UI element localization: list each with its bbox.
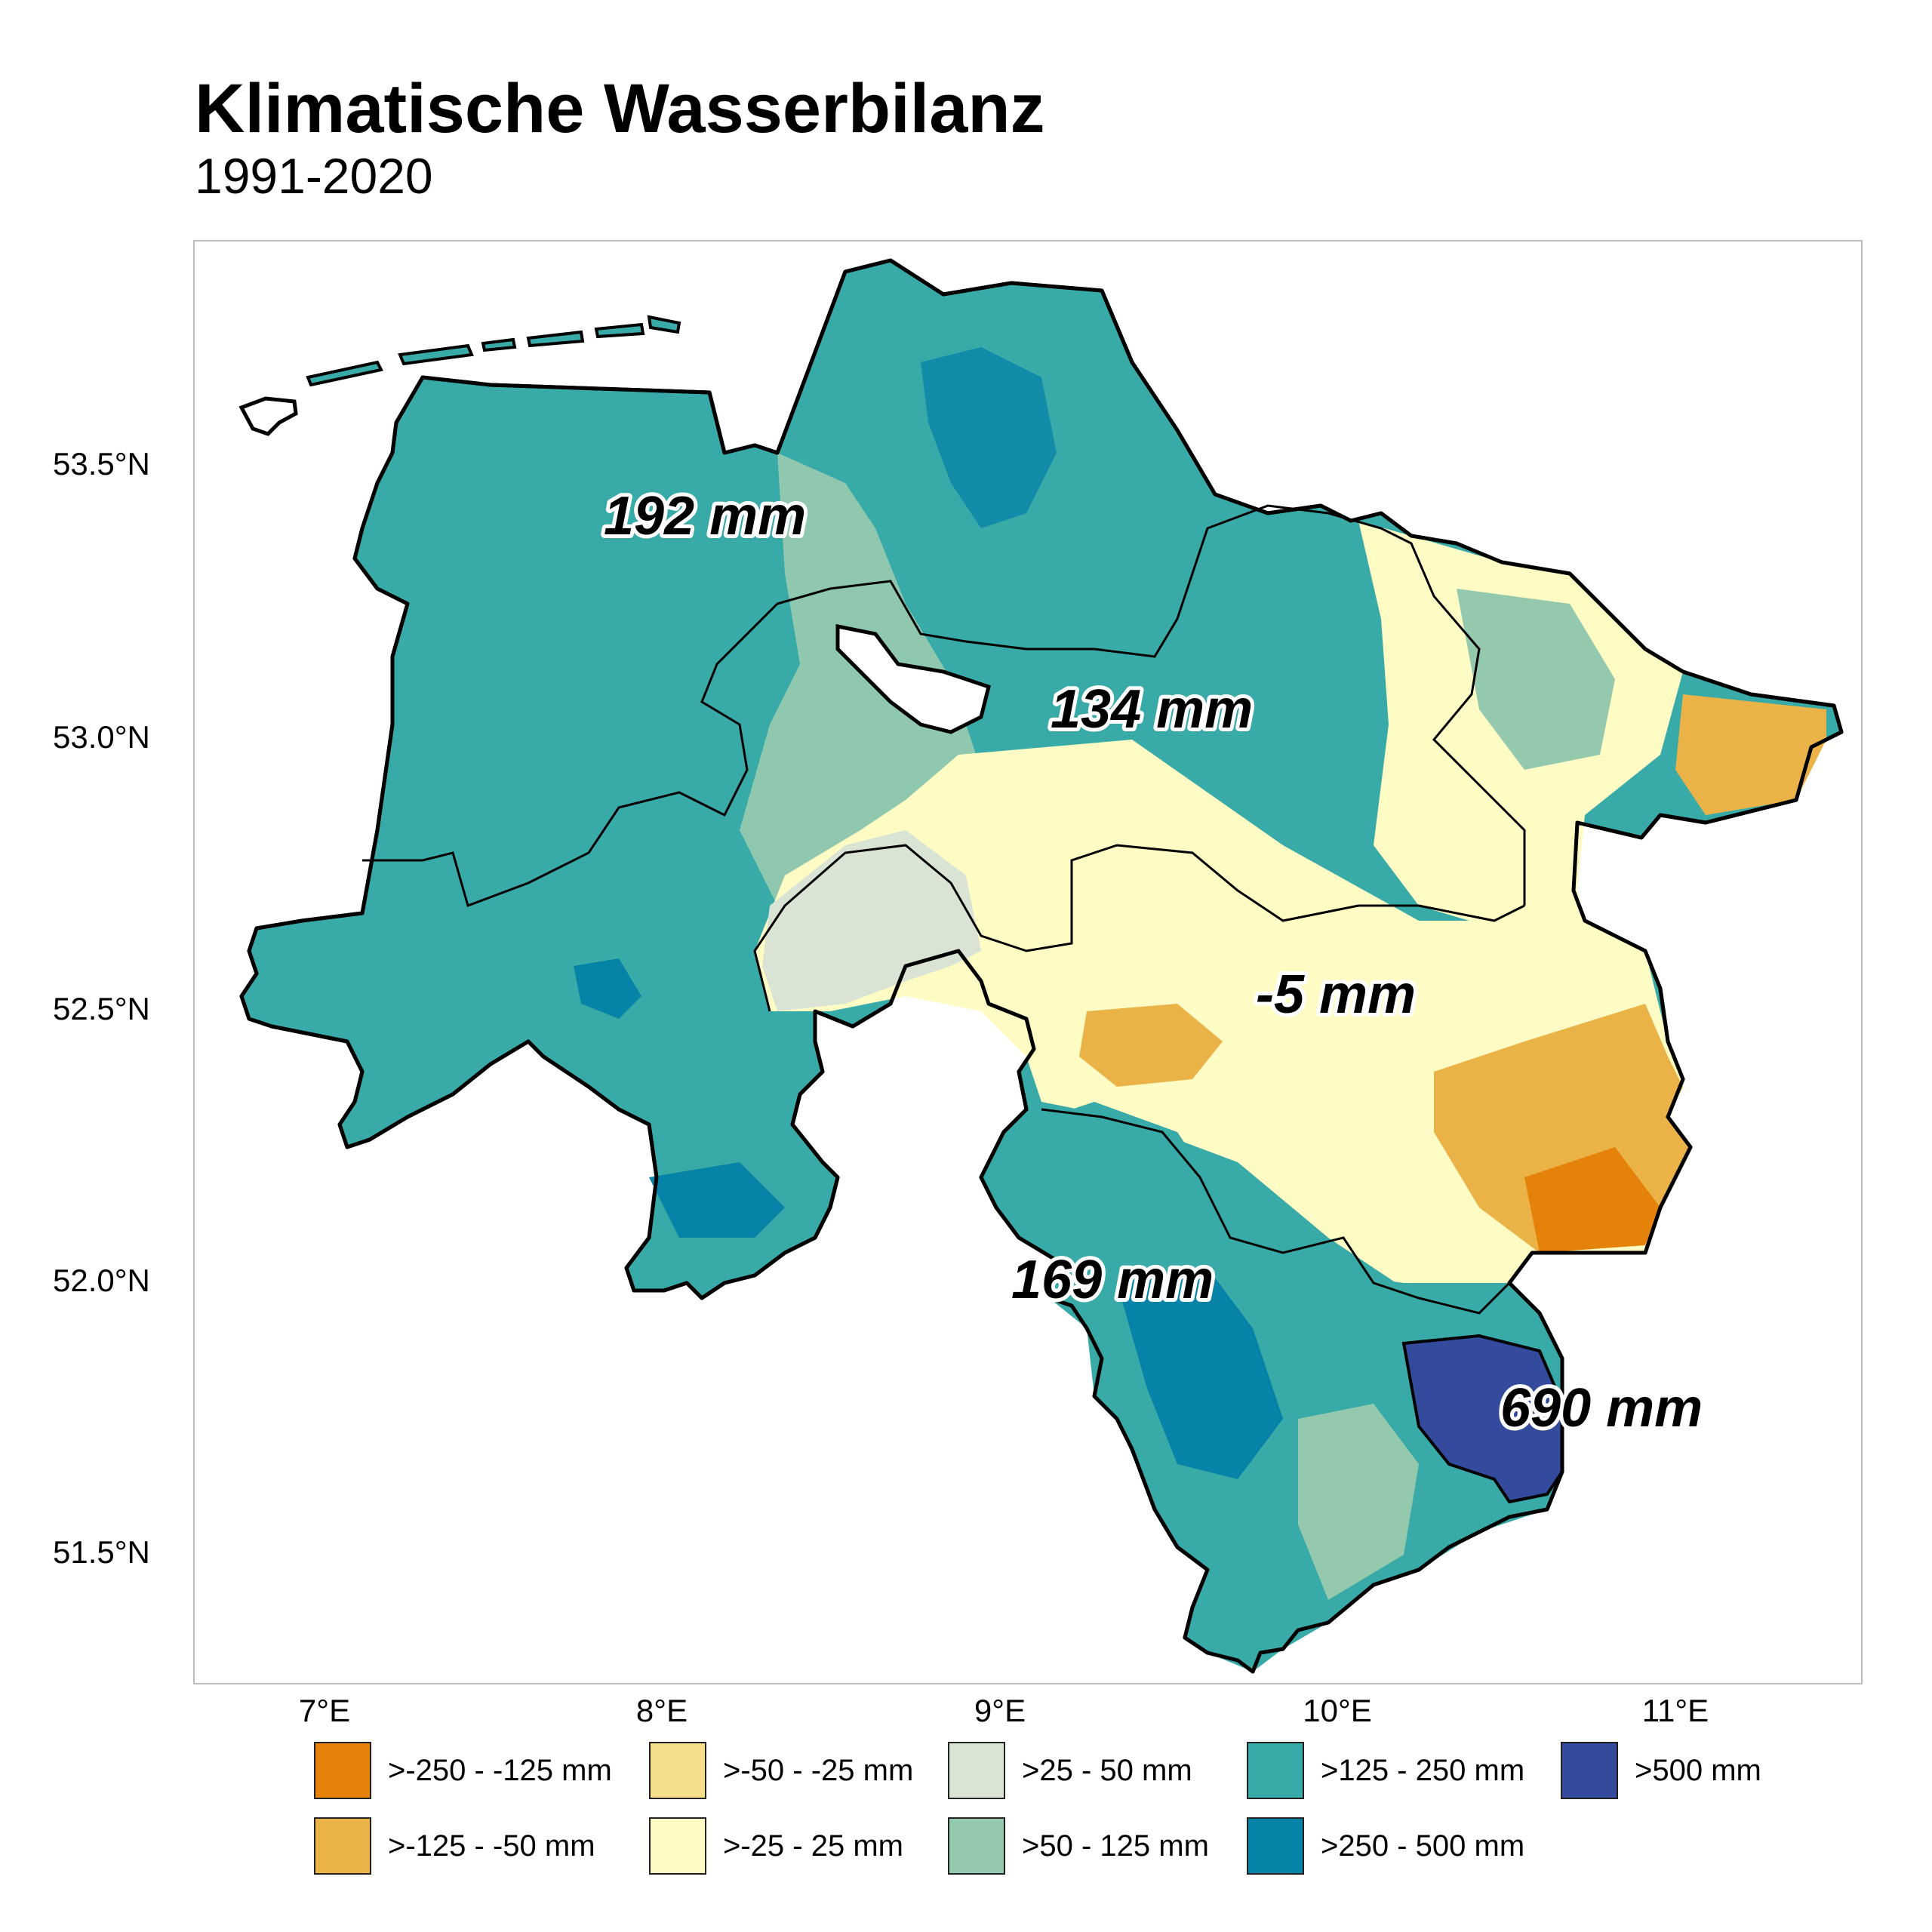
legend-item: >-125 - -50 mm	[314, 1816, 595, 1876]
lat-label-52-5: 52.5°N	[53, 991, 150, 1026]
zone-coast-dark	[921, 347, 1057, 528]
lat-label-51-5: 51.5°N	[53, 1534, 150, 1570]
zone-south-deep	[1117, 1268, 1283, 1479]
legend-item: >125 - 250 mm	[1247, 1740, 1524, 1801]
legend-swatch	[314, 1817, 371, 1875]
legend-item: >250 - 500 mm	[1247, 1816, 1524, 1876]
legend-item: >-50 - -25 mm	[649, 1740, 913, 1801]
legend-label: >-125 - -50 mm	[388, 1829, 595, 1863]
lat-label-53-5: 53.5°N	[53, 446, 150, 481]
zone-west-dark	[574, 958, 641, 1019]
legend-item: >-25 - 25 mm	[649, 1816, 903, 1876]
zone-south-light	[1298, 1404, 1419, 1600]
legend-swatch	[948, 1742, 1005, 1799]
islands	[238, 315, 681, 436]
region-label-lueneburg: 134 mm	[1051, 679, 1253, 740]
lon-label-9: 9°E	[974, 1693, 1026, 1728]
lat-label-53-0: 53.0°N	[53, 719, 150, 755]
island-langeoog	[526, 330, 585, 348]
region-label-weser-ems: 192 mm	[604, 486, 806, 546]
region-boundaries	[362, 504, 1526, 1315]
bremen-enclave	[835, 623, 991, 734]
legend-swatch	[948, 1817, 1005, 1875]
legend-label: >-50 - -25 mm	[723, 1753, 914, 1787]
island-borkum	[238, 396, 298, 436]
legend-item: >500 mm	[1561, 1740, 1761, 1801]
island-wangerooge	[647, 315, 681, 334]
zone-southeast-deep-orange	[1524, 1147, 1660, 1253]
region-label-hannover: -5 mm	[1256, 964, 1416, 1025]
legend-swatch	[1247, 1817, 1304, 1875]
map-title: Klimatische Wasserbilanz	[195, 70, 1045, 147]
lon-label-10: 10°E	[1303, 1693, 1372, 1728]
legend-label: >500 mm	[1635, 1753, 1761, 1787]
lon-label-11: 11°E	[1641, 1693, 1709, 1728]
zone-east-orange	[1675, 694, 1826, 815]
legend-swatch	[649, 1742, 706, 1799]
legend-label: >-250 - -125 mm	[388, 1753, 612, 1787]
legend-label: >50 - 125 mm	[1022, 1829, 1209, 1863]
climate-zones	[574, 347, 1826, 1672]
zone-east-green	[1457, 589, 1615, 770]
lon-label-7: 7°E	[298, 1693, 351, 1728]
legend-label: >250 - 500 mm	[1321, 1829, 1525, 1863]
legend-swatch	[1561, 1742, 1618, 1799]
legend-swatch	[649, 1817, 706, 1875]
zone-harz	[1401, 1334, 1564, 1504]
legend-item: >-250 - -125 mm	[314, 1740, 612, 1801]
legend-item: >25 - 50 mm	[948, 1740, 1192, 1801]
lon-label-8: 8°E	[635, 1693, 688, 1728]
lower-saxony-border	[239, 258, 1844, 1674]
legend-item: >50 - 125 mm	[948, 1816, 1209, 1876]
legend-swatch	[1247, 1742, 1304, 1799]
legend-swatch	[314, 1742, 371, 1799]
region-label-southwest: 169 mm	[1011, 1250, 1214, 1310]
legend-label: >25 - 50 mm	[1022, 1753, 1192, 1787]
legend-label: >125 - 250 mm	[1321, 1753, 1525, 1787]
island-spiekeroog	[594, 322, 645, 339]
lat-label-52-0: 52.0°N	[53, 1263, 150, 1298]
zone-central-pale	[762, 830, 981, 1011]
region-label-harz: 690 mm	[1500, 1378, 1703, 1438]
island-baltrum	[481, 337, 517, 352]
legend-label: >-25 - 25 mm	[723, 1829, 903, 1863]
zone-southwest-dark	[649, 1162, 785, 1238]
map-subtitle: 1991-2020	[195, 148, 433, 204]
island-norderney	[398, 343, 474, 366]
island-juist	[306, 360, 383, 387]
zone-central-orange	[1079, 1004, 1223, 1087]
